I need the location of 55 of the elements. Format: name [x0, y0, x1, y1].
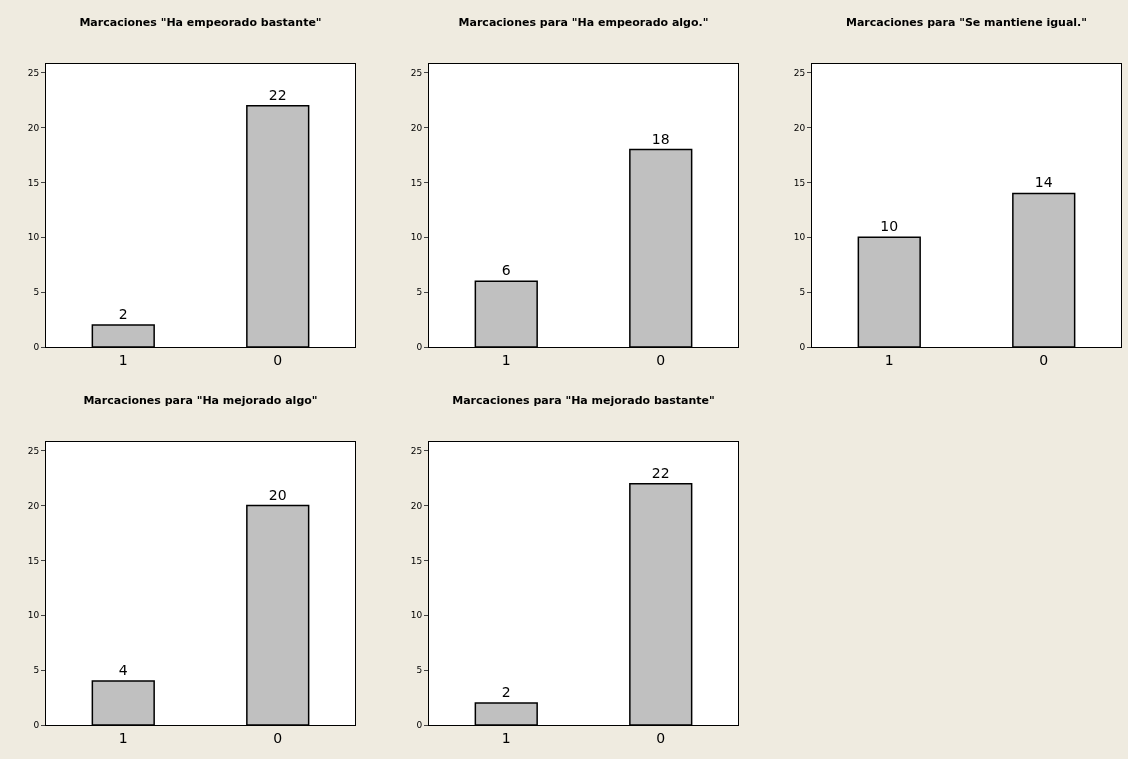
- data-label: 22: [651, 464, 670, 481]
- x-tick-label: 1: [501, 729, 511, 746]
- data-label: 20: [268, 486, 287, 503]
- y-tick-label: 20: [410, 500, 423, 511]
- y-tick-label: 0: [799, 342, 806, 353]
- y-tick-label: 10: [410, 610, 423, 621]
- chart-title: Marcaciones para "Ha mejorado bastante": [452, 393, 715, 407]
- y-tick-label: 25: [27, 67, 40, 78]
- chart-title: Marcaciones para "Ha empeorado algo.": [458, 15, 709, 29]
- y-tick-label: 0: [33, 720, 40, 731]
- y-tick-label: 10: [27, 610, 40, 621]
- chart-title: Marcaciones para "Ha mejorado algo": [83, 393, 318, 407]
- data-label: 2: [501, 684, 511, 701]
- y-tick-label: 25: [410, 67, 423, 78]
- x-tick-label: 0: [656, 351, 666, 368]
- data-label: 22: [268, 86, 287, 103]
- data-label: 10: [880, 218, 899, 235]
- y-tick-label: 5: [799, 287, 806, 298]
- chart-title: Marcaciones "Ha empeorado bastante": [79, 15, 322, 29]
- x-tick-label: 1: [118, 729, 128, 746]
- y-tick-label: 5: [33, 665, 40, 676]
- x-tick-label: 0: [273, 729, 283, 746]
- y-tick-label: 15: [27, 177, 40, 188]
- y-tick-label: 20: [410, 122, 423, 133]
- y-tick-label: 25: [27, 445, 40, 456]
- y-tick-label: 5: [33, 287, 40, 298]
- x-tick-label: 1: [501, 351, 511, 368]
- y-tick-label: 20: [27, 500, 40, 511]
- y-tick-label: 10: [410, 232, 423, 243]
- y-tick-label: 20: [27, 122, 40, 133]
- y-tick-label: 25: [793, 67, 806, 78]
- x-tick-label: 1: [118, 351, 128, 368]
- y-tick-label: 0: [416, 720, 423, 731]
- data-label: 2: [118, 306, 128, 323]
- y-tick-label: 0: [33, 342, 40, 353]
- data-label: 18: [651, 130, 670, 147]
- y-tick-label: 15: [410, 555, 423, 566]
- data-label: 14: [1034, 174, 1053, 191]
- chart-title: Marcaciones para "Se mantiene igual.": [845, 15, 1088, 29]
- y-tick-label: 10: [27, 232, 40, 243]
- y-tick-label: 0: [416, 342, 423, 353]
- y-tick-label: 25: [410, 445, 423, 456]
- x-tick-label: 0: [656, 729, 666, 746]
- data-label: 6: [501, 262, 511, 279]
- data-label: 4: [118, 662, 128, 679]
- x-tick-label: 1: [884, 351, 894, 368]
- y-tick-label: 20: [793, 122, 806, 133]
- y-tick-label: 15: [410, 177, 423, 188]
- y-tick-label: 15: [27, 555, 40, 566]
- x-tick-label: 0: [273, 351, 283, 368]
- y-tick-label: 5: [416, 287, 423, 298]
- y-tick-label: 5: [416, 665, 423, 676]
- y-tick-label: 10: [793, 232, 806, 243]
- x-tick-label: 0: [1039, 351, 1049, 368]
- y-tick-label: 15: [793, 177, 806, 188]
